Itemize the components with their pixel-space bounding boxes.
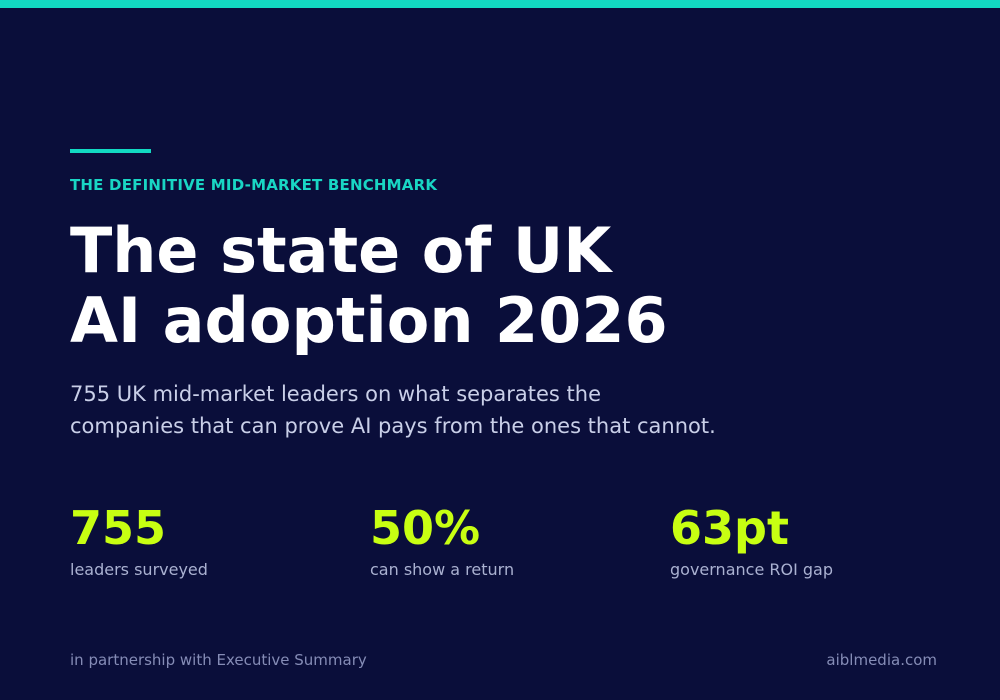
stat-governance-roi-gap: 63pt governance ROI gap	[670, 500, 950, 581]
stat-label: governance ROI gap	[670, 560, 833, 579]
eyebrow-label: THE DEFINITIVE MID-MARKET BENCHMARK	[70, 176, 438, 194]
stat-value: 755	[70, 501, 167, 555]
stat-label: can show a return	[370, 560, 515, 579]
partnership-note: in partnership with Executive Summary	[70, 651, 367, 669]
page-title-line-1: The state of UK	[70, 214, 612, 287]
stat-label: leaders surveyed	[70, 560, 208, 579]
page-subtitle-line-1: 755 UK mid-market leaders on what separa…	[70, 382, 601, 406]
page-title: The state of UK AI adoption 2026	[70, 216, 668, 356]
page-title-line-2: AI adoption 2026	[70, 284, 668, 357]
top-accent-bar	[0, 0, 1000, 8]
website-link[interactable]: aiblmedia.com	[826, 651, 937, 669]
stat-value: 50%	[370, 501, 481, 555]
page-subtitle: 755 UK mid-market leaders on what separa…	[70, 378, 716, 442]
page-subtitle-line-2: companies that can prove AI pays from th…	[70, 414, 716, 438]
stat-value: 63pt	[670, 501, 789, 555]
stat-can-show-return: 50% can show a return	[370, 500, 650, 581]
eyebrow-accent-line	[70, 149, 151, 153]
stat-leaders-surveyed: 755 leaders surveyed	[70, 500, 350, 581]
